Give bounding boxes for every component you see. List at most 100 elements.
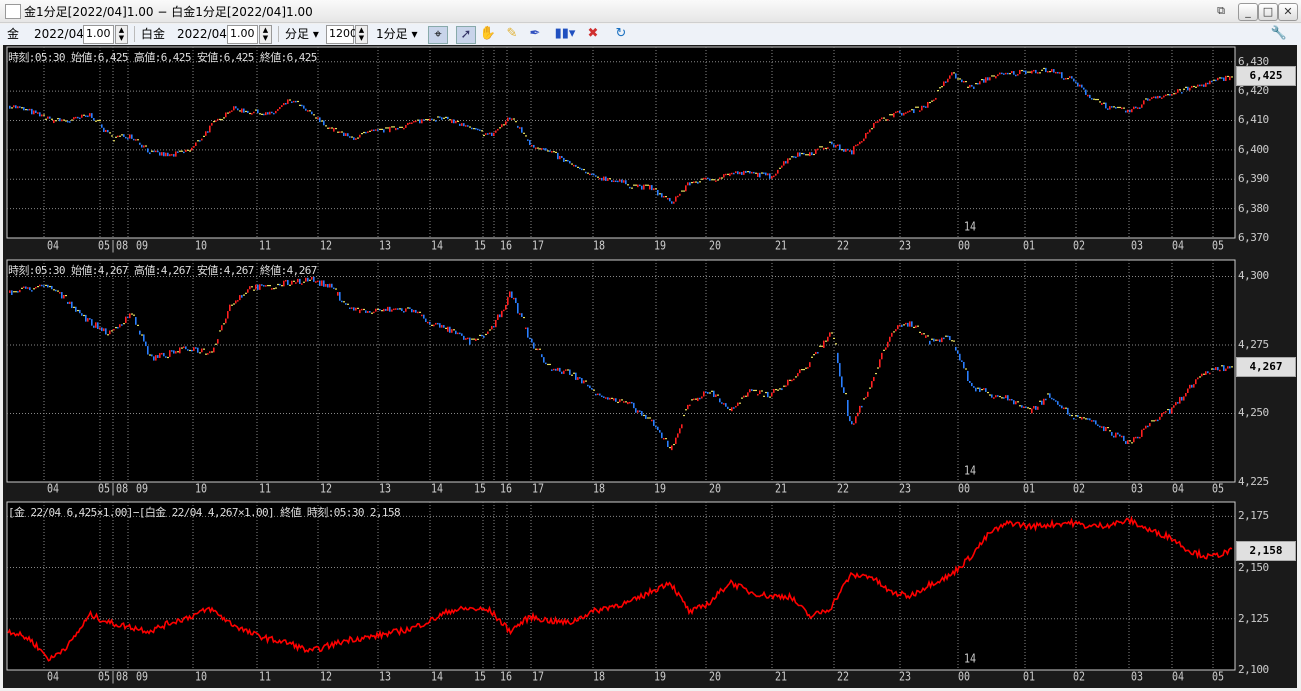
candle — [113, 140, 115, 142]
platinum-ohlc-header: 時刻:05:30 始値:4,267 高値:4,267 安値:4,267 終値:4… — [8, 264, 317, 277]
candle — [41, 114, 43, 117]
candle — [723, 174, 725, 178]
symbol2-multiplier-input[interactable]: 1.00 — [227, 25, 258, 44]
candle — [1115, 432, 1117, 438]
close-button[interactable]: ✕ — [1278, 3, 1298, 21]
symbol2-multiplier-spinner[interactable]: ▲ ▼ — [259, 25, 272, 44]
candle — [107, 334, 109, 336]
candle — [73, 306, 75, 308]
symbol1-multiplier-spinner[interactable]: ▲ ▼ — [115, 25, 128, 44]
candle — [351, 307, 353, 309]
x-tick-label: 12 — [320, 670, 333, 685]
candle — [1227, 75, 1229, 78]
symbol1-multiplier-input[interactable]: 1.00 — [83, 25, 114, 44]
candle — [661, 432, 663, 439]
candle — [247, 289, 249, 293]
candle — [365, 310, 367, 313]
candle — [283, 103, 285, 106]
settings-wrench-icon[interactable]: 🔧 — [1270, 26, 1288, 41]
candle — [209, 351, 211, 354]
candle — [1095, 420, 1097, 425]
candle — [397, 127, 399, 130]
candle — [1127, 109, 1129, 113]
bar-count-spinner[interactable]: ▲ ▼ — [355, 25, 368, 44]
candle — [385, 308, 387, 311]
candle — [83, 314, 85, 317]
x-tick-label: 05 — [1212, 482, 1225, 497]
candle — [61, 119, 63, 122]
maximize-button[interactable]: □ — [1258, 3, 1278, 21]
x-tick-label: 10 — [195, 482, 208, 497]
candle — [1137, 107, 1139, 109]
candle — [283, 280, 285, 287]
candle — [129, 313, 131, 319]
x-tick-label: 03 — [1131, 670, 1144, 685]
candle — [609, 397, 611, 400]
candle — [937, 339, 939, 341]
candle — [1055, 71, 1057, 74]
candle — [677, 195, 679, 198]
candle — [1201, 84, 1203, 87]
candle — [401, 308, 403, 312]
candle — [1203, 84, 1205, 87]
candle — [463, 335, 465, 340]
hand-icon[interactable]: ✋ — [479, 26, 497, 41]
candle — [1127, 440, 1129, 444]
candle — [1141, 104, 1143, 108]
candle — [635, 408, 637, 413]
candle — [585, 380, 587, 382]
candle — [273, 288, 275, 290]
crosshair-icon[interactable]: ⌖ — [428, 26, 448, 44]
draw-tool-icon[interactable]: ✒ — [529, 26, 541, 41]
candle — [109, 330, 111, 335]
candle — [353, 307, 355, 311]
candle — [301, 283, 303, 285]
candle — [1015, 401, 1017, 405]
candle — [391, 309, 393, 312]
candle — [489, 329, 491, 331]
candle — [261, 284, 263, 286]
candle — [71, 119, 73, 121]
candle — [421, 119, 423, 124]
candle — [407, 307, 409, 309]
candle — [767, 391, 769, 398]
candle — [953, 340, 955, 342]
candle — [1217, 367, 1219, 371]
bar-count-input[interactable]: 1200 — [326, 25, 357, 44]
candle — [319, 280, 321, 286]
candle — [193, 145, 195, 148]
candle — [161, 152, 163, 156]
period-unit-dropdown[interactable]: 分足 ▾ — [285, 27, 319, 41]
candle — [1071, 414, 1073, 417]
candle — [11, 107, 13, 109]
candle — [1129, 440, 1131, 442]
candle — [879, 119, 881, 122]
candle — [825, 340, 827, 342]
candle — [421, 314, 423, 317]
candle — [189, 150, 191, 152]
candle — [527, 327, 529, 338]
y-tick-label: 2,125 — [1238, 611, 1269, 625]
pencil-icon[interactable]: ✎ — [506, 26, 518, 41]
candle — [423, 314, 425, 319]
x-tick-label: 04 — [47, 482, 60, 497]
minimize-button[interactable]: _ — [1238, 3, 1258, 21]
candle — [59, 118, 61, 122]
period-dropdown[interactable]: 1分足 ▾ — [376, 27, 418, 41]
x-tick-label: 04 — [1172, 239, 1185, 254]
delete-drawings-icon[interactable]: ✖ — [587, 26, 599, 41]
divider — [134, 26, 135, 42]
x-tick-label: 05|08 — [98, 670, 129, 685]
restore-icon[interactable]: ⧉ — [1217, 4, 1225, 17]
candle — [619, 179, 621, 182]
candle — [463, 123, 465, 127]
candle — [851, 421, 853, 425]
chart-type-icon[interactable]: ▮▮▾ — [554, 26, 576, 41]
candle — [289, 284, 291, 286]
candle — [267, 284, 269, 287]
cursor-icon[interactable]: ➚ — [456, 26, 476, 44]
candle — [683, 414, 685, 417]
refresh-icon[interactable]: ↻ — [615, 26, 627, 41]
candle — [447, 116, 449, 120]
